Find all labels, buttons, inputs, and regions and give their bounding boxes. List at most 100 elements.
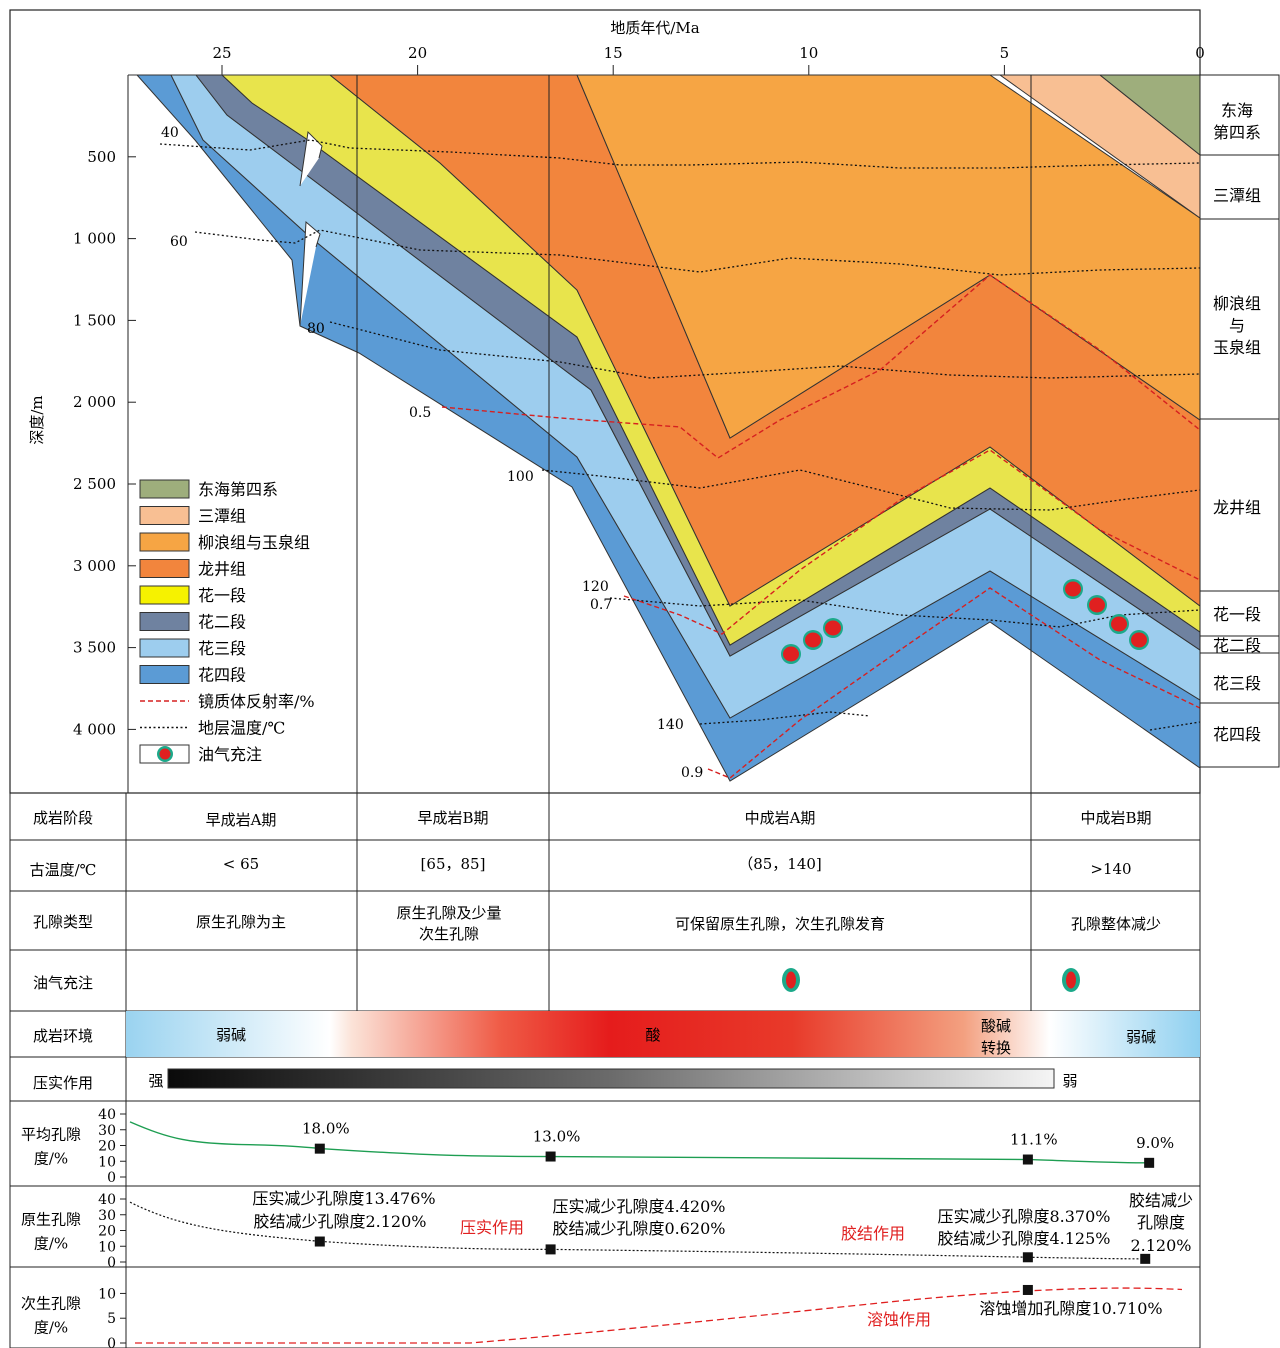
primary-porosity-point <box>546 1244 556 1254</box>
charge-table-icons <box>782 968 1080 992</box>
isotherm-label: 120 <box>582 579 609 595</box>
charge-marker-core <box>1131 633 1147 648</box>
legend-label: 油气充注 <box>198 745 262 764</box>
legend-swatch <box>140 613 189 631</box>
isotherm-label: 140 <box>657 717 684 733</box>
stage-cell: 早成岩A期 <box>206 811 277 829</box>
porosity-tick-label: 10 <box>98 1286 116 1302</box>
x-axis-title: 地质年代/Ma <box>610 19 699 37</box>
legend-label: 柳浪组与玉泉组 <box>198 533 310 552</box>
legend-swatch <box>140 507 189 525</box>
porosity-tick-label: 20 <box>98 1139 116 1155</box>
process-label: 压实作用 <box>460 1218 524 1237</box>
environment-label: 酸 <box>645 1026 660 1044</box>
strata-column-label: 三潭组 <box>1213 186 1261 205</box>
primary-porosity-annotation: 压实减少孔隙度4.420% <box>552 1197 725 1216</box>
row-header-environment: 成岩环境 <box>33 1027 93 1045</box>
porosity-tick-label: 0 <box>107 1336 116 1348</box>
legend-label: 花二段 <box>198 613 246 632</box>
legend-swatch <box>140 586 189 604</box>
strata-column-label: 花二段 <box>1213 636 1261 655</box>
secondary-porosity-point <box>1023 1285 1033 1295</box>
average-porosity-label: 11.1% <box>1010 1131 1058 1149</box>
strata-column-label: 柳浪组 <box>1213 294 1261 313</box>
porosity-tick-label: 30 <box>98 1123 116 1139</box>
porosity-tick-label: 30 <box>98 1208 116 1224</box>
porosity-tick-label: 0 <box>107 1255 116 1271</box>
legend-swatch <box>160 749 171 760</box>
legend-label: 地层温度/℃ <box>198 719 285 738</box>
porosity-panels: 010203040平均孔隙度/%18.0%13.0%11.1%9.0%01020… <box>21 1107 1193 1348</box>
primary-porosity-point <box>1023 1252 1033 1262</box>
porosity-tick-label: 40 <box>98 1107 116 1123</box>
process-label: 溶蚀作用 <box>867 1310 931 1329</box>
primary-porosity-annotation: 压实减少孔隙度8.370% <box>937 1207 1110 1226</box>
diagenesis-table: 成岩阶段 古温度/℃ 孔隙类型 油气充注 早成岩A期 早成岩B期 中成岩A期 中… <box>10 793 1200 1348</box>
porosity-axis-label: 度/% <box>34 1150 68 1168</box>
y-axis-ticks: 5001 0001 5002 0002 5003 0003 5004 000 <box>73 148 136 739</box>
porosity-tick-label: 0 <box>107 1170 116 1186</box>
legend-label: 东海第四系 <box>198 480 278 499</box>
environment-gradient <box>126 1011 1200 1057</box>
x-tick-label: 10 <box>799 44 818 62</box>
average-porosity-point <box>546 1152 556 1162</box>
strata-column: 东海第四系三潭组柳浪组与玉泉组龙井组花一段花二段花三段花四段 <box>1200 75 1279 767</box>
isotherm-label: 80 <box>307 321 325 337</box>
porosity-axis-label: 次生孔隙 <box>21 1295 81 1313</box>
compaction-strong-label: 强 <box>148 1072 163 1090</box>
porosity-tick-label: 20 <box>98 1224 116 1240</box>
strata-column-label: 与 <box>1229 316 1245 335</box>
y-tick-label: 1 500 <box>73 311 116 329</box>
strata-polygons <box>128 75 1200 781</box>
pore-type-cell: 原生孔隙及少量次生孔隙 <box>396 904 501 943</box>
y-tick-label: 4 000 <box>73 720 116 738</box>
average-porosity-line <box>130 1122 1149 1163</box>
legend-label: 花三段 <box>198 639 246 658</box>
legend-label: 花一段 <box>198 586 246 605</box>
row-header-temperature: 古温度/℃ <box>30 861 97 879</box>
legend-swatch <box>140 666 189 684</box>
legend-swatch <box>140 533 189 551</box>
pore-type-cell: 原生孔隙为主 <box>196 913 286 931</box>
charge-marker-core <box>783 647 799 662</box>
strata-column-label: 东海 <box>1221 101 1253 120</box>
process-label: 胶结作用 <box>841 1224 905 1243</box>
row-header-charge: 油气充注 <box>33 974 93 992</box>
porosity-tick-label: 40 <box>98 1192 116 1208</box>
strata-column-label: 花一段 <box>1213 605 1261 624</box>
temperature-cell: >140 <box>1090 860 1131 878</box>
y-tick-label: 2 000 <box>73 393 116 411</box>
compaction-weak-label: 弱 <box>1062 1072 1077 1090</box>
porosity-axis-label: 平均孔隙 <box>21 1126 81 1144</box>
charge-marker-core <box>1089 598 1105 613</box>
y-tick-label: 2 500 <box>73 475 116 493</box>
legend-label: 龙井组 <box>198 560 246 579</box>
average-porosity-label: 9.0% <box>1136 1134 1174 1152</box>
y-tick-label: 3 500 <box>73 639 116 657</box>
isotherm-label: 100 <box>507 469 534 485</box>
charge-marker-core <box>1065 582 1081 597</box>
strata-column-label: 第四系 <box>1213 123 1261 142</box>
y-axis-title: 深度/m <box>28 395 46 444</box>
ro-label: 0.7 <box>590 597 612 613</box>
porosity-tick-label: 10 <box>98 1239 116 1255</box>
pore-type-cell: 可保留原生孔隙，次生孔隙发育 <box>675 915 885 933</box>
average-porosity-point <box>1144 1158 1154 1168</box>
x-tick-label: 5 <box>1000 44 1010 62</box>
ro-label: 0.9 <box>681 765 703 781</box>
primary-porosity-annotation: 孔隙度 <box>1137 1213 1185 1232</box>
strata-column-label: 玉泉组 <box>1213 338 1261 357</box>
strata-column-label: 龙井组 <box>1213 498 1261 517</box>
environment-label: 弱碱 <box>1126 1028 1156 1046</box>
charge-marker-core <box>805 633 821 648</box>
compaction-gradient <box>168 1069 1054 1088</box>
primary-porosity-annotation: 2.120% <box>1130 1236 1191 1255</box>
legend-swatch <box>140 639 189 657</box>
x-tick-label: 15 <box>604 44 623 62</box>
charge-marker-core <box>1111 617 1127 632</box>
primary-porosity-annotation: 胶结减少孔隙度2.120% <box>253 1212 426 1231</box>
x-tick-label: 0 <box>1195 44 1205 62</box>
y-tick-label: 1 000 <box>73 230 116 248</box>
strata-column-label: 花三段 <box>1213 674 1261 693</box>
environment-label: 弱碱 <box>216 1026 246 1044</box>
